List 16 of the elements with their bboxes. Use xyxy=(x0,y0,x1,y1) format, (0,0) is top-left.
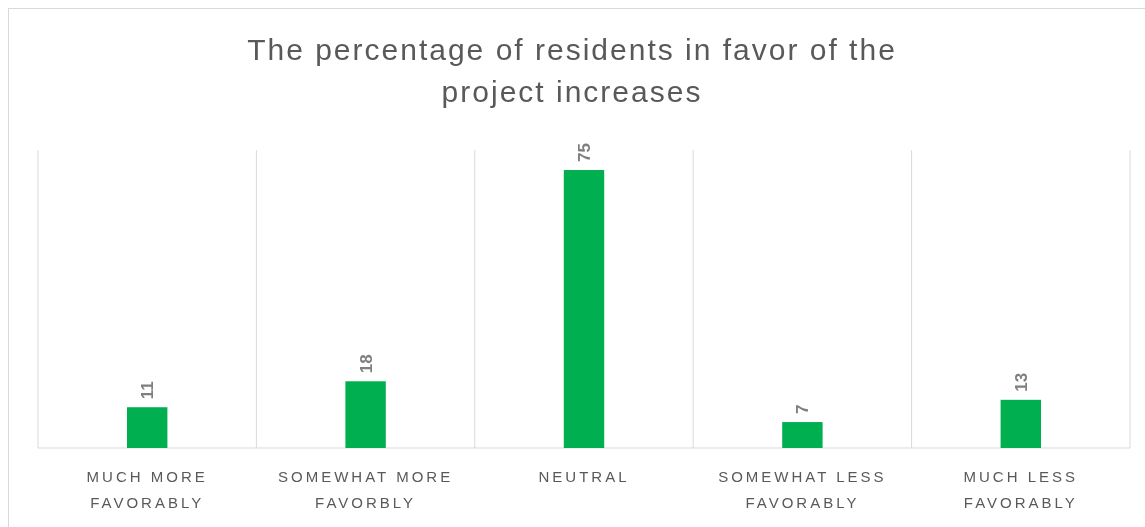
data-label: 7 xyxy=(793,404,813,415)
bar xyxy=(563,170,605,448)
x-tick-label: MUCH MORE FAVORABLY xyxy=(86,468,208,511)
bar xyxy=(127,407,168,448)
data-label: 18 xyxy=(356,354,376,374)
data-label: 75 xyxy=(575,143,594,163)
x-tick-label: MUCH LESS FAVORABLY xyxy=(963,468,1079,511)
bar xyxy=(345,381,386,448)
bar xyxy=(1000,399,1041,448)
x-tick-label: SOMEWHAT LESS FAVORABLY xyxy=(718,468,887,511)
data-label: 11 xyxy=(138,381,158,400)
x-tick-label: SOMEWHAT MORE FAVORBLY xyxy=(278,468,454,511)
data-label: 13 xyxy=(1011,372,1031,392)
chart-title: The percentage of residents in favor of the project increases xyxy=(247,33,897,108)
x-tick-label: NEUTRAL xyxy=(538,468,630,485)
bar xyxy=(782,422,823,448)
